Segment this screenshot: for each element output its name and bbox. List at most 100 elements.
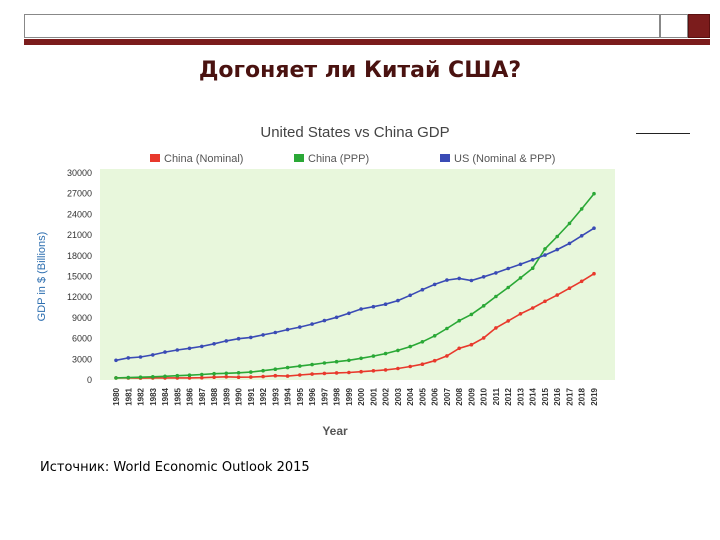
x-tick-label: 2005 — [418, 387, 427, 405]
data-point — [420, 287, 425, 292]
data-point — [138, 375, 143, 380]
data-point — [555, 234, 559, 239]
data-point — [555, 293, 559, 297]
data-point — [592, 226, 596, 230]
x-tick-label: 2019 — [590, 387, 599, 405]
data-point — [298, 364, 302, 368]
data-point — [567, 241, 572, 246]
source-note: Источник: World Economic Outlook 2015 — [40, 460, 310, 475]
x-tick-label: 1993 — [271, 387, 280, 405]
data-point — [359, 356, 363, 361]
data-point — [579, 207, 584, 211]
data-point — [322, 361, 327, 365]
x-tick-label: 1986 — [186, 387, 195, 405]
data-point — [543, 299, 547, 304]
data-point — [236, 375, 241, 380]
data-point — [371, 304, 376, 309]
data-point — [494, 271, 498, 275]
x-tick-label: 1981 — [124, 387, 133, 405]
x-tick-label: 1991 — [247, 387, 256, 405]
data-point — [310, 372, 314, 376]
series-line — [115, 193, 595, 379]
data-point — [187, 373, 192, 378]
data-point — [518, 276, 523, 280]
y-tick-label: 24000 — [67, 209, 92, 219]
x-tick-label: 2011 — [492, 387, 501, 405]
data-point — [481, 275, 486, 279]
data-point — [151, 375, 155, 379]
slide-title: Догоняет ли Китай США? — [198, 58, 522, 83]
data-point — [212, 342, 216, 346]
x-tick-label: 2014 — [529, 387, 538, 405]
top-bar-box-accent — [688, 14, 710, 38]
data-point — [567, 286, 572, 290]
data-point — [310, 362, 314, 367]
data-point — [445, 278, 449, 282]
y-tick-label: 0 — [87, 375, 92, 385]
x-tick-label: 1982 — [137, 387, 146, 405]
y-tick-label: 27000 — [67, 189, 92, 199]
data-point — [494, 294, 498, 299]
data-point — [322, 371, 327, 376]
x-tick-label: 2016 — [553, 387, 562, 405]
x-tick-label: 2002 — [382, 387, 391, 405]
series-line — [115, 273, 595, 379]
series-china-ppp- — [114, 191, 596, 380]
data-point — [347, 358, 351, 363]
data-point — [334, 371, 339, 375]
top-bar-box-small — [660, 14, 688, 38]
data-point — [273, 367, 278, 372]
x-tick-label: 2015 — [541, 387, 550, 405]
legend-swatch — [294, 154, 304, 162]
data-point — [432, 282, 437, 287]
data-point — [359, 369, 363, 374]
data-point — [445, 354, 449, 358]
data-point — [432, 358, 437, 363]
data-point — [249, 375, 253, 379]
data-point — [469, 342, 474, 347]
data-point — [469, 278, 474, 283]
y-tick-label: 30000 — [67, 168, 92, 178]
data-point — [285, 327, 290, 332]
chart-legend: China (Nominal) China (PPP) US (Nominal & … — [150, 153, 555, 165]
data-point — [175, 373, 180, 378]
data-point — [530, 266, 535, 270]
data-point — [261, 333, 265, 337]
y-axis-label: GDP in $ (Billions) — [36, 232, 48, 322]
x-axis: 1980 1981 1982 1983 1984 1985 1986 1987 1988 1989… — [112, 387, 599, 405]
data-point — [236, 371, 241, 375]
data-point — [187, 376, 192, 380]
data-point — [298, 373, 302, 377]
data-point — [224, 339, 229, 343]
x-tick-label: 2010 — [480, 387, 489, 405]
data-point — [408, 293, 413, 298]
x-tick-label: 1996 — [308, 387, 317, 405]
x-tick-label: 1988 — [210, 387, 219, 405]
x-tick-label: 1998 — [333, 387, 342, 405]
x-tick-label: 2017 — [565, 387, 574, 405]
x-tick-label: 1990 — [235, 387, 244, 405]
data-point — [396, 366, 400, 371]
data-point — [506, 266, 511, 271]
data-point — [383, 351, 388, 356]
data-point — [420, 362, 425, 366]
x-tick-label: 1985 — [173, 387, 182, 405]
x-tick-label: 2012 — [504, 387, 513, 405]
data-point — [383, 368, 388, 372]
data-point — [126, 375, 131, 380]
x-tick-label: 2004 — [406, 387, 415, 405]
x-tick-label: 1980 — [112, 387, 121, 405]
data-point — [408, 364, 413, 369]
data-point — [543, 247, 547, 251]
data-point — [236, 336, 241, 341]
data-point — [347, 311, 351, 316]
data-point — [224, 371, 229, 376]
x-tick-label: 1983 — [149, 387, 158, 405]
data-point — [261, 368, 265, 373]
series-line — [115, 227, 595, 362]
y-tick-label: 9000 — [72, 313, 92, 323]
data-point — [322, 318, 327, 323]
data-point — [518, 262, 523, 267]
data-point — [200, 344, 204, 349]
data-point — [285, 374, 290, 378]
